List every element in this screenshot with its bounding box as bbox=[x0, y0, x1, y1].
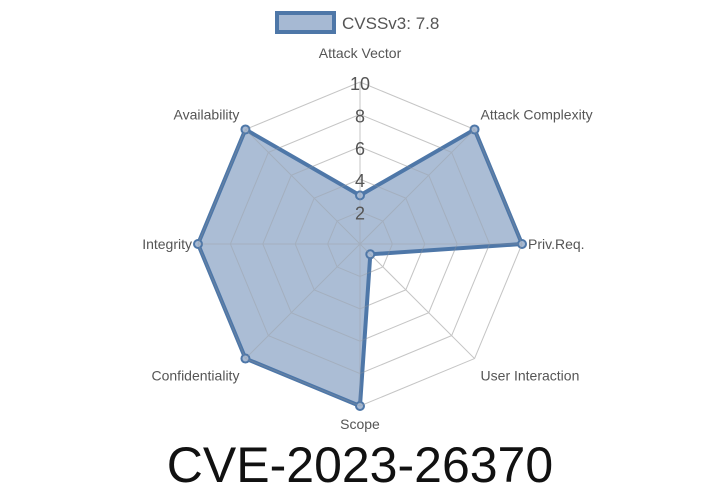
tick-label: 6 bbox=[355, 139, 365, 159]
data-point[interactable] bbox=[469, 124, 480, 135]
data-point[interactable] bbox=[355, 401, 365, 411]
data-point[interactable] bbox=[517, 239, 527, 249]
grid-spoke bbox=[245, 243, 361, 359]
axis-label: Availability bbox=[174, 106, 240, 122]
axis-label: Attack Complexity bbox=[481, 106, 593, 122]
legend-swatch bbox=[275, 11, 336, 34]
data-point[interactable] bbox=[193, 239, 203, 249]
grid bbox=[197, 81, 523, 407]
chart-title: CVE-2023-26370 bbox=[167, 437, 553, 493]
axis-label: User Interaction bbox=[481, 368, 580, 384]
axis-labels: Attack Vector Attack Complexity Priv.Req. U… bbox=[142, 45, 592, 432]
grid-ring bbox=[229, 113, 491, 375]
grid-ring bbox=[294, 178, 426, 310]
grid-spoke bbox=[359, 243, 475, 359]
data-point[interactable] bbox=[365, 249, 376, 260]
grid-ring bbox=[327, 211, 393, 277]
series bbox=[193, 81, 527, 411]
grid-ring bbox=[262, 146, 458, 342]
axis-label: Integrity bbox=[142, 236, 192, 252]
tick-label: 2 bbox=[355, 204, 365, 224]
tick-labels: 2 4 6 8 10 bbox=[350, 74, 370, 224]
data-point[interactable] bbox=[355, 190, 365, 201]
grid-ring bbox=[197, 81, 523, 407]
tick-label: 4 bbox=[355, 171, 365, 191]
axis-label: Attack Vector bbox=[319, 45, 402, 61]
axis-label: Confidentiality bbox=[152, 368, 240, 384]
legend[interactable]: CVSSv3: 7.8 bbox=[275, 11, 439, 34]
tick-label: 8 bbox=[355, 106, 365, 126]
axis-label: Scope bbox=[340, 416, 380, 432]
grid-spoke bbox=[359, 129, 475, 245]
grid-spoke bbox=[245, 129, 361, 245]
grid-spoke bbox=[359, 243, 475, 359]
data-point[interactable] bbox=[240, 124, 251, 135]
tick-label: 10 bbox=[350, 74, 370, 94]
data-point[interactable] bbox=[240, 353, 251, 364]
legend-label: CVSSv3: 7.8 bbox=[342, 14, 439, 33]
axis-label: Priv.Req. bbox=[528, 236, 585, 252]
